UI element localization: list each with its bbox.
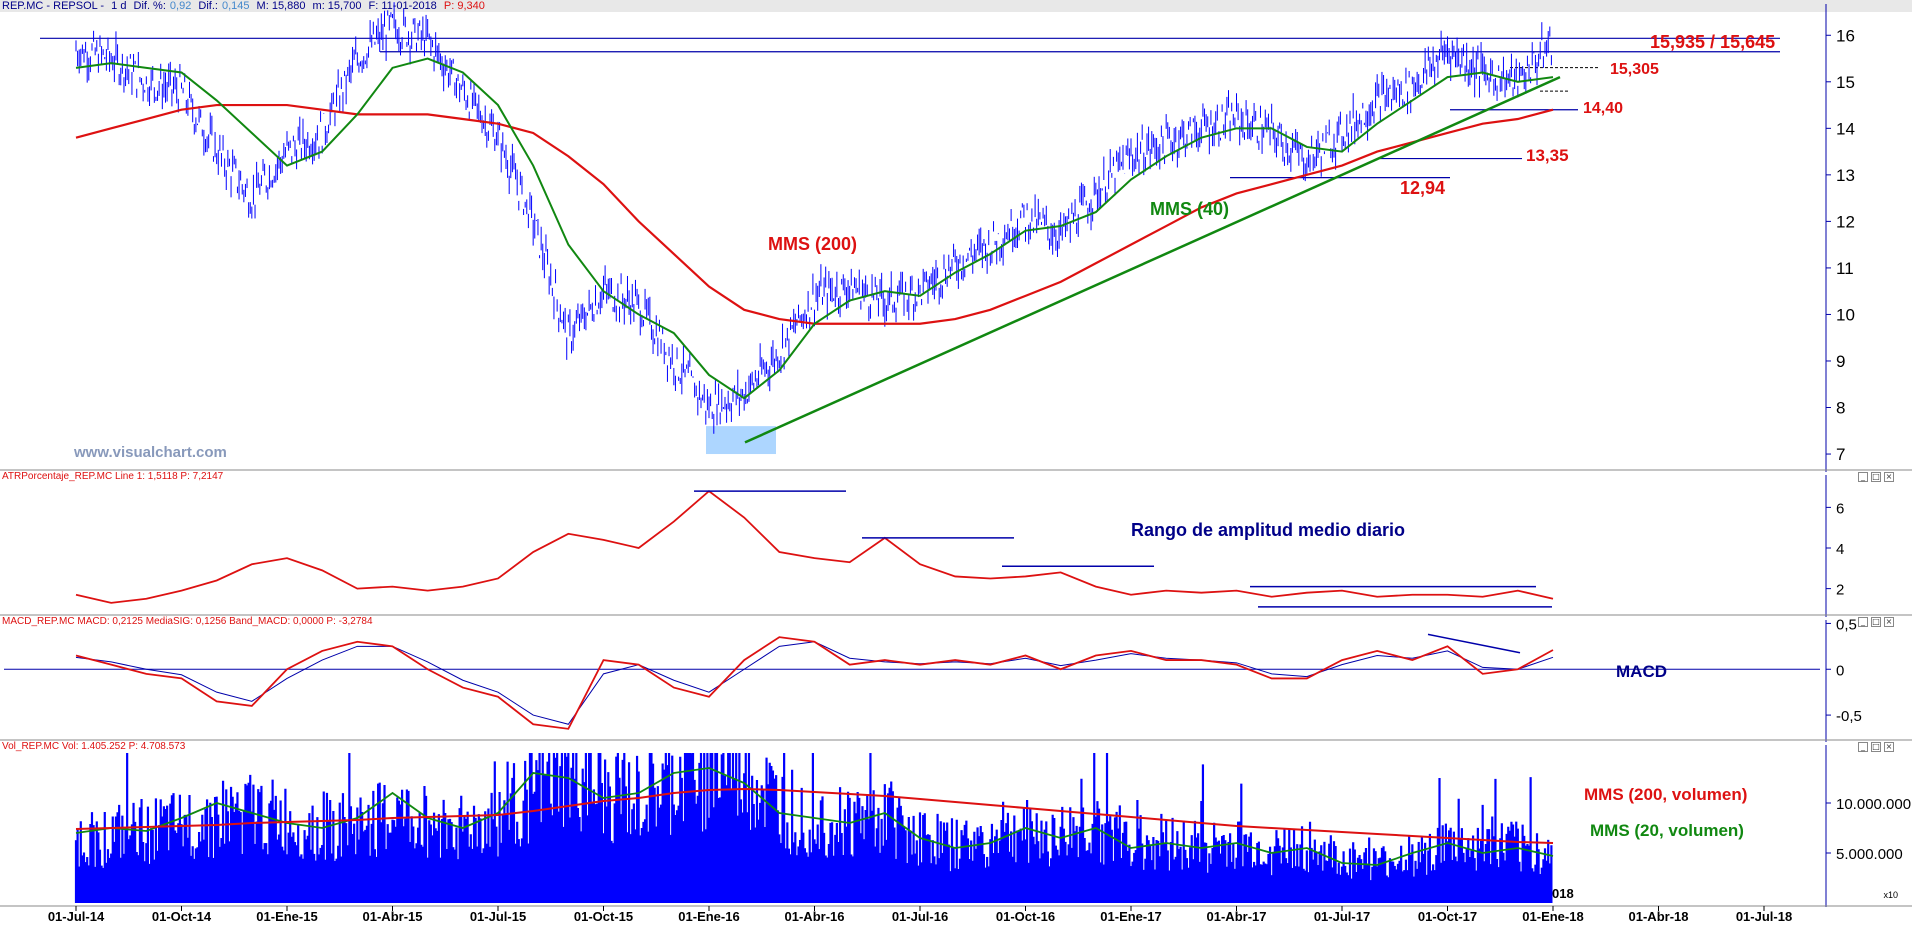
y-tick-label: 0,5 [1836, 616, 1857, 633]
y-tick-label: 7 [1836, 445, 1845, 464]
x-tick-label: 01-Jul-16 [892, 909, 948, 922]
y-tick-label: 5.000.000 [1836, 846, 1903, 863]
annotation-level-1294: 12,94 [1400, 178, 1445, 198]
close-icon[interactable]: × [1884, 742, 1894, 752]
watermark: www.visualchart.com [73, 444, 227, 461]
annotation-level-15305: 15,305 [1610, 61, 1659, 78]
close-icon[interactable]: × [1884, 617, 1894, 627]
x-tick-label: 01-Ene-15 [256, 909, 317, 922]
annotation-level-top: 15,935 / 15,645 [1650, 32, 1775, 52]
minimize-icon[interactable]: _ [1858, 617, 1868, 627]
volume-mms20-line [75, 767, 1554, 866]
y-tick-label: 0 [1836, 662, 1844, 679]
dif-label: Dif.: [198, 0, 218, 12]
annotation-level-1440: 14,40 [1583, 100, 1623, 117]
y-tick-label: 2 [1836, 582, 1844, 599]
annotation-level-1335: 13,35 [1526, 146, 1569, 165]
annotation-mms200: MMS (200) [768, 234, 857, 254]
y-tick-label: 12 [1836, 212, 1855, 231]
dif-value: 0,145 [221, 0, 250, 12]
maximize-icon[interactable]: □ [1871, 472, 1881, 482]
price-bars [75, 2, 1552, 434]
annotation-atr: Rango de amplitud medio diario [1131, 520, 1405, 540]
x-tick-label: 01-Ene-16 [678, 909, 739, 922]
atr-line [75, 489, 1554, 604]
min-value: m: 15,700 [312, 0, 362, 12]
volume-partial-label: 018 [1552, 886, 1574, 901]
y-tick-label: 16 [1836, 26, 1855, 45]
macd-panel-controls[interactable]: _ □ × [1855, 616, 1894, 627]
x-tick-label: 01-Abr-17 [1207, 909, 1267, 922]
annotation-vol-mms20: MMS (20, volumen) [1590, 821, 1744, 840]
y-tick-label: 14 [1836, 119, 1855, 138]
volume-mms200-line [75, 787, 1554, 844]
x-tick-label: 01-Oct-17 [1418, 909, 1477, 922]
x-tick-label: 01-Jul-18 [1736, 909, 1792, 922]
macd-divergence-line [1427, 633, 1521, 654]
mms40-line [75, 57, 1554, 400]
mms200-line [75, 103, 1554, 325]
price-panel-header: REP.MC - REPSOL - 1 d Dif. %: 0,92 Dif.: 0… [2, 0, 489, 12]
p-value: P: 9,340 [443, 0, 485, 12]
x-tick-label: 01-Oct-15 [574, 909, 633, 922]
macd-panel-header: MACD_REP.MC MACD: 0,2125 MediaSIG: 0,125… [2, 616, 373, 627]
maximize-icon[interactable]: □ [1871, 742, 1881, 752]
y-tick-label: 15 [1836, 73, 1855, 92]
minimize-icon[interactable]: _ [1858, 472, 1868, 482]
symbol-label: REP.MC - REPSOL - [2, 0, 105, 12]
y-tick-label: 4 [1836, 541, 1844, 558]
y-tick-label: 10 [1836, 305, 1855, 324]
uptrend-line [744, 76, 1561, 444]
x-tick-label: 01-Jul-17 [1314, 909, 1370, 922]
y-tick-label: 13 [1836, 166, 1855, 185]
x-tick-label: 01-Jul-14 [48, 909, 105, 922]
x-tick-label: 01-Ene-17 [1100, 909, 1161, 922]
volume-panel-header: Vol_REP.MC Vol: 1.405.252 P: 4.708.573 [2, 741, 186, 752]
date-value: F: 11-01-2018 [368, 0, 437, 12]
dif-pct-value: 0,92 [169, 0, 192, 12]
x-tick-label: 01-Abr-16 [785, 909, 845, 922]
annotation-vol-mms200: MMS (200, volumen) [1584, 785, 1747, 804]
title-bar [0, 0, 1912, 12]
close-icon[interactable]: × [1884, 472, 1894, 482]
annotation-mms40: MMS (40) [1150, 199, 1229, 219]
y-tick-label: 10.000.000 [1836, 796, 1911, 813]
x-tick-label: 01-Abr-18 [1629, 909, 1689, 922]
x-tick-label: 01-Ene-18 [1522, 909, 1583, 922]
volume-scale-label: x10 [1883, 890, 1898, 900]
volume-panel-controls[interactable]: _ □ × [1855, 741, 1894, 752]
atr-panel-header: ATRPorcentaje_REP.MC Line 1: 1,5118 P: 7… [2, 471, 224, 482]
y-tick-label: -0,5 [1836, 708, 1862, 725]
volume-bars [74, 753, 1553, 903]
y-tick-label: 9 [1836, 352, 1845, 371]
atr-panel-controls[interactable]: _ □ × [1855, 471, 1894, 482]
x-tick-label: 01-Oct-14 [152, 909, 212, 922]
macd-line [75, 636, 1554, 730]
x-tick-label: 01-Oct-16 [996, 909, 1055, 922]
minimize-icon[interactable]: _ [1858, 742, 1868, 752]
macd-signal-line [75, 641, 1554, 725]
max-value: M: 15,880 [256, 0, 306, 12]
interval-label: 1 d [111, 0, 127, 12]
x-tick-label: 01-Jul-15 [470, 909, 526, 922]
maximize-icon[interactable]: □ [1871, 617, 1881, 627]
low-highlight-box [706, 426, 776, 455]
annotation-macd: MACD [1616, 662, 1667, 681]
y-tick-label: 6 [1836, 500, 1844, 517]
x-tick-label: 01-Abr-15 [363, 909, 423, 922]
y-tick-label: 8 [1836, 399, 1845, 418]
y-tick-label: 11 [1836, 259, 1854, 278]
dif-pct-label: Dif. %: [133, 0, 166, 12]
